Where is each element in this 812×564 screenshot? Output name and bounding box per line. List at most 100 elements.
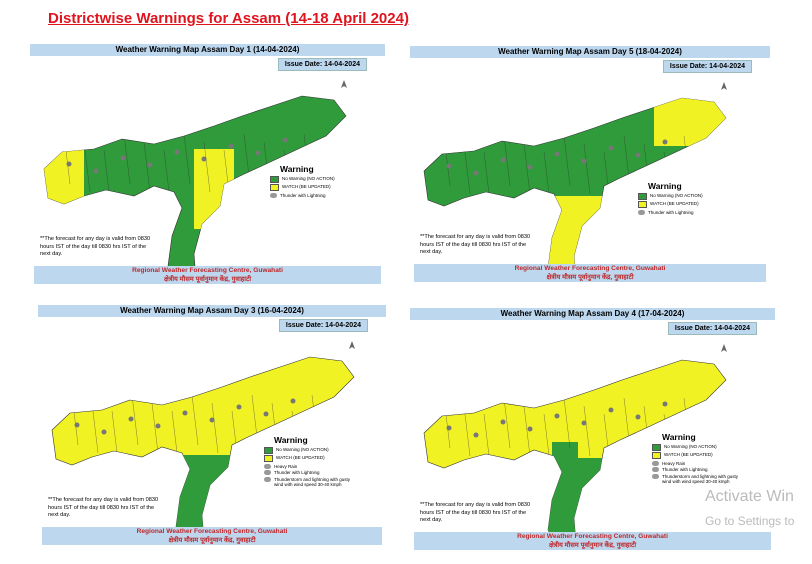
issue-date: Issue Date: 14-04-2024 [277,58,367,71]
assam-map [423,344,727,541]
legend-item: Thunder with Lightning [270,192,360,198]
district-line [151,402,159,454]
legend-swatch [652,460,659,466]
map-panel: Weather Warning Map Assam Day 5 (18-04-2… [410,46,770,284]
legend-swatch [270,192,277,198]
map-panel: Weather Warning Map Assam Day 1 (14-04-2… [30,44,385,286]
legend-title: Warning [274,435,308,445]
district-line [563,135,571,187]
weather-icon [500,419,506,425]
forecast-note: **The forecast for any day is valid from… [420,234,531,255]
legend-label: Thunder with Lightning [274,470,320,475]
legend-label: Heavy Rain [274,463,298,469]
legend-label: No Warning (NO ACTION) [282,175,335,181]
legend-item: WATCH (BE UPDATED) [652,452,742,459]
legend: Warning No Warning (NO ACTION) WATCH (BE U… [264,435,354,487]
weather-icon [309,144,315,150]
zone [44,134,84,214]
weather-icon [662,139,668,145]
weather-icon [182,410,188,416]
weather-icon [554,151,560,157]
weather-icon [263,411,269,417]
legend-swatch [264,470,271,475]
weather-icon [74,422,80,428]
legend-item: Thunder with Lightning [638,209,728,215]
weather-icon [446,425,452,431]
legend-label: WATCH (BE UPDATED) [282,184,331,189]
forecast-note: **The forecast for any day is valid from… [48,497,159,518]
zone [194,149,234,229]
forecast-note: **The forecast for any day is valid from… [40,236,151,257]
legend-swatch [652,473,659,479]
weather-icon [128,416,134,422]
footer: Regional Weather Forecasting Centre, Guw… [42,527,382,545]
legend-swatch [638,209,645,215]
issue-date: Issue Date: 14-04-2024 [667,322,757,335]
weather-icon [236,404,242,410]
legend-label: Heavy Rain [662,460,686,466]
legend-item: Thunderstorm and lightning with gusty wi… [652,473,742,484]
legend-item: Heavy Rain [652,460,742,466]
panel-header: Weather Warning Map Assam Day 1 (14-04-2… [30,44,385,56]
forecast-note: **The forecast for any day is valid from… [420,502,531,523]
footer: Regional Weather Forecasting Centre, Guw… [414,264,766,282]
legend-swatch [264,476,271,482]
weather-icon [608,145,614,151]
district-line [183,133,191,185]
weather-icon [689,408,695,414]
watermark: Activate Win [705,488,794,505]
weather-icon [317,405,323,411]
legend-label: WATCH (BE UPDATED) [664,452,713,457]
legend-swatch [638,201,647,208]
map-panel: Weather Warning Map Assam Day 4 (17-04-2… [410,308,775,552]
legend-item: No Warning (NO ACTION) [652,443,742,451]
state-shape [423,97,727,279]
state-shape [51,356,355,538]
north-arrow [721,344,727,352]
weather-icon [228,143,234,149]
weather-icon [635,414,641,420]
district-line [191,394,199,446]
footer-hindi: क्षेत्रीय मौसम पूर्वानुमान केंद्र, गुवाह… [163,276,252,283]
legend-swatch [638,192,647,200]
issue-date: Issue Date: 14-04-2024 [662,60,752,73]
footer: Regional Weather Forecasting Centre, Guw… [34,266,381,284]
issue-date: Issue Date: 14-04-2024 [278,319,368,332]
district-line [503,397,511,449]
legend-item: No Warning (NO ACTION) [270,175,360,183]
legend-title: Warning [662,432,696,442]
district-line [503,135,511,187]
district-line [583,143,591,195]
footer-hindi: क्षेत्रीय मौसम पूर्वानुमान केंद्र, गुवाह… [168,537,256,544]
legend-label: Thunder with Lightning [662,467,708,472]
legend-swatch [652,467,659,472]
legend-label: Thunder with Lightning [280,192,326,198]
weather-icon [290,398,296,404]
watermark: Go to Settings to [705,514,795,528]
zone [654,98,726,146]
legend-item: Thunderstorm and lightning with gusty wi… [264,476,354,487]
legend-swatch [264,455,273,462]
legend-label: Thunderstorm and lightning with gusty wi… [274,476,351,487]
weather-icon [473,432,479,438]
legend-item: Heavy Rain [264,463,354,469]
legend-item: Thunder with Lightning [264,470,354,475]
footer-english: Regional Weather Forecasting Centre, Guw… [517,533,668,540]
legend: Warning No Warning (NO ACTION) WATCH (BE U… [652,432,742,484]
footer-english: Regional Weather Forecasting Centre, Guw… [136,528,288,535]
weather-icon [446,163,452,169]
legend-label: No Warning (NO ACTION) [650,192,703,198]
zone [552,442,578,460]
district-line [583,405,591,457]
district-line [91,402,99,454]
page-title: Districtwise Warnings for Assam (14-18 A… [48,10,409,27]
legend-swatch [264,463,271,469]
district-line [143,141,151,193]
district-line [131,394,139,446]
legend-item: No Warning (NO ACTION) [264,446,354,454]
map-panel: Weather Warning Map Assam Day 3 (16-04-2… [38,305,386,547]
footer-hindi: क्षेत्रीय मौसम पूर्वानुमान केंद्र, गुवाह… [548,542,637,549]
weather-icon [608,407,614,413]
district-line [523,143,531,195]
legend-swatch [652,443,661,451]
